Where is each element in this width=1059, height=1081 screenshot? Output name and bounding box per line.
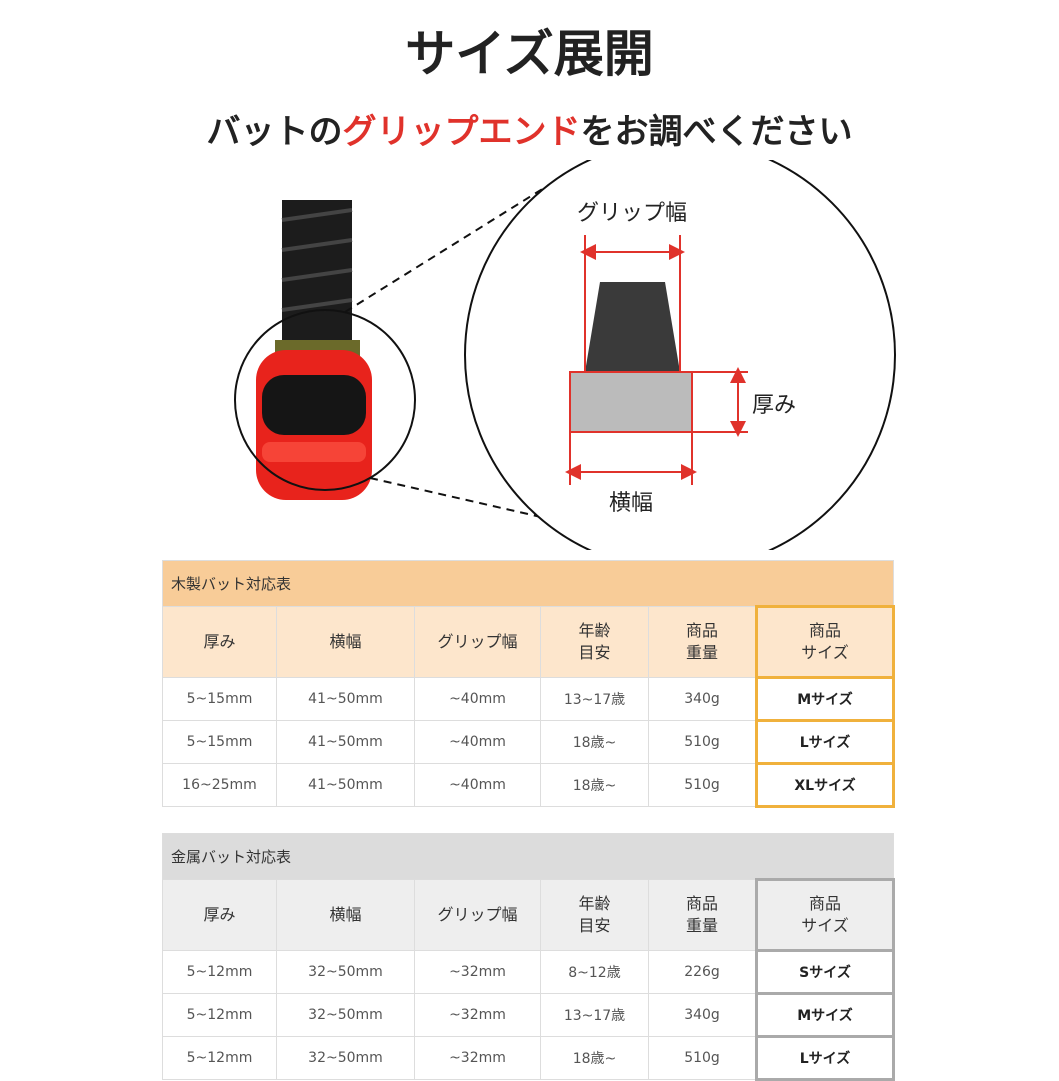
header-text: 商品: [685, 621, 718, 640]
table-row: 5~12mm 32~50mm ~32mm 18歳~ 510g Lサイズ: [162, 1035, 896, 1081]
bat-photo: [256, 200, 372, 500]
column-header: グリップ幅: [414, 606, 541, 678]
table-cell: Mサイズ: [754, 992, 896, 1038]
table-cell: 510g: [648, 1036, 757, 1080]
header-text: 重量: [685, 916, 718, 935]
header-text: 横幅: [329, 905, 362, 924]
table-caption: 木製バット対応表: [161, 560, 895, 607]
column-header: 厚み: [162, 879, 277, 951]
table-cell: 32~50mm: [276, 1036, 415, 1080]
table-cell: Lサイズ: [754, 719, 896, 765]
metal-bat-table: 金属バット対応表 厚み 横幅 グリップ幅 年齢 目安 商品 重量 商品 サイズ 5~12mm 32~5…: [161, 833, 896, 1081]
table-cell: 340g: [648, 993, 757, 1037]
subtitle-post: をお調べください: [580, 112, 853, 152]
table-cell: 510g: [648, 720, 757, 764]
table-header-row: 厚み 横幅 グリップ幅 年齢 目安 商品 重量 商品 サイズ: [162, 605, 896, 679]
table-row: 16~25mm 41~50mm ~40mm 18歳~ 510g XLサイズ: [162, 762, 896, 808]
table-cell: 5~15mm: [162, 720, 277, 764]
header-text: 商品: [685, 894, 718, 913]
page-title: サイズ展開: [405, 25, 654, 83]
width-label: 横幅: [609, 491, 653, 516]
column-header: 年齢 目安: [540, 606, 649, 678]
table-cell: 32~50mm: [276, 950, 415, 994]
header-text: グリップ幅: [437, 632, 518, 651]
table-cell: 13~17歳: [540, 993, 649, 1037]
wood-bat-table: 木製バット対応表 厚み 横幅 グリップ幅 年齢 目安 商品 重量 商品 サイズ 5~15mm 41~5…: [161, 560, 896, 808]
table-cell: 41~50mm: [276, 763, 415, 807]
table-cell: 41~50mm: [276, 720, 415, 764]
grip-width-label: グリップ幅: [577, 201, 687, 226]
table-cell: Sサイズ: [754, 949, 896, 995]
table-cell: 41~50mm: [276, 677, 415, 721]
table-cell: 18歳~: [540, 720, 649, 764]
column-header: 商品 サイズ: [754, 605, 896, 679]
table-cell: ~32mm: [414, 993, 541, 1037]
table-cell: 5~12mm: [162, 950, 277, 994]
table-cell: 5~15mm: [162, 677, 277, 721]
header-text: サイズ: [801, 643, 849, 662]
grip-shape: [585, 282, 680, 372]
column-header: グリップ幅: [414, 879, 541, 951]
header-text: 重量: [685, 643, 718, 662]
table-cell: 340g: [648, 677, 757, 721]
table-cell: Lサイズ: [754, 1035, 896, 1081]
header-text: 厚み: [203, 632, 236, 651]
table-cell: 8~12歳: [540, 950, 649, 994]
column-header: 横幅: [276, 879, 415, 951]
table-header-row: 厚み 横幅 グリップ幅 年齢 目安 商品 重量 商品 サイズ: [162, 878, 896, 952]
table-cell: 226g: [648, 950, 757, 994]
table-row: 5~15mm 41~50mm ~40mm 13~17歳 340g Mサイズ: [162, 676, 896, 722]
table-cell: 5~12mm: [162, 1036, 277, 1080]
table-cell: ~40mm: [414, 720, 541, 764]
subtitle: バットのグリップエンドをお調べください: [0, 104, 1059, 153]
header-text: 目安: [578, 643, 611, 662]
header-text: 年齢: [578, 621, 611, 640]
table-cell: ~32mm: [414, 950, 541, 994]
zoom-circle-small: [234, 309, 416, 491]
column-header: 年齢 目安: [540, 879, 649, 951]
header-text: 商品: [809, 621, 842, 640]
table-cell: 5~12mm: [162, 993, 277, 1037]
subtitle-pre: バットの: [206, 112, 343, 152]
column-header: 厚み: [162, 606, 277, 678]
header-text: グリップ幅: [437, 905, 518, 924]
header-text: 目安: [578, 916, 611, 935]
table-cell: 16~25mm: [162, 763, 277, 807]
grip-end-illustration: グリップ幅 厚み 横幅: [234, 160, 896, 550]
header-text: 年齢: [578, 894, 611, 913]
table-cell: ~40mm: [414, 677, 541, 721]
header-text: サイズ: [801, 916, 849, 935]
subtitle-highlight: グリップエンド: [342, 112, 581, 152]
table-cell: Mサイズ: [754, 676, 896, 722]
table-cell: 18歳~: [540, 763, 649, 807]
header-text: 商品: [809, 894, 842, 913]
table-row: 5~12mm 32~50mm ~32mm 13~17歳 340g Mサイズ: [162, 992, 896, 1038]
column-header: 商品 重量: [648, 879, 757, 951]
knob-shape: [569, 371, 693, 433]
table-row: 5~15mm 41~50mm ~40mm 18歳~ 510g Lサイズ: [162, 719, 896, 765]
column-header: 商品 サイズ: [754, 878, 896, 952]
table-caption: 金属バット対応表: [161, 833, 895, 880]
table-cell: XLサイズ: [754, 762, 896, 808]
table-cell: 32~50mm: [276, 993, 415, 1037]
table-row: 5~12mm 32~50mm ~32mm 8~12歳 226g Sサイズ: [162, 949, 896, 995]
thickness-label: 厚み: [752, 393, 796, 418]
table-cell: 13~17歳: [540, 677, 649, 721]
column-header: 商品 重量: [648, 606, 757, 678]
header-text: 厚み: [203, 905, 236, 924]
column-header: 横幅: [276, 606, 415, 678]
header-text: 横幅: [329, 632, 362, 651]
table-cell: ~40mm: [414, 763, 541, 807]
table-cell: ~32mm: [414, 1036, 541, 1080]
table-cell: 18歳~: [540, 1036, 649, 1080]
table-cell: 510g: [648, 763, 757, 807]
